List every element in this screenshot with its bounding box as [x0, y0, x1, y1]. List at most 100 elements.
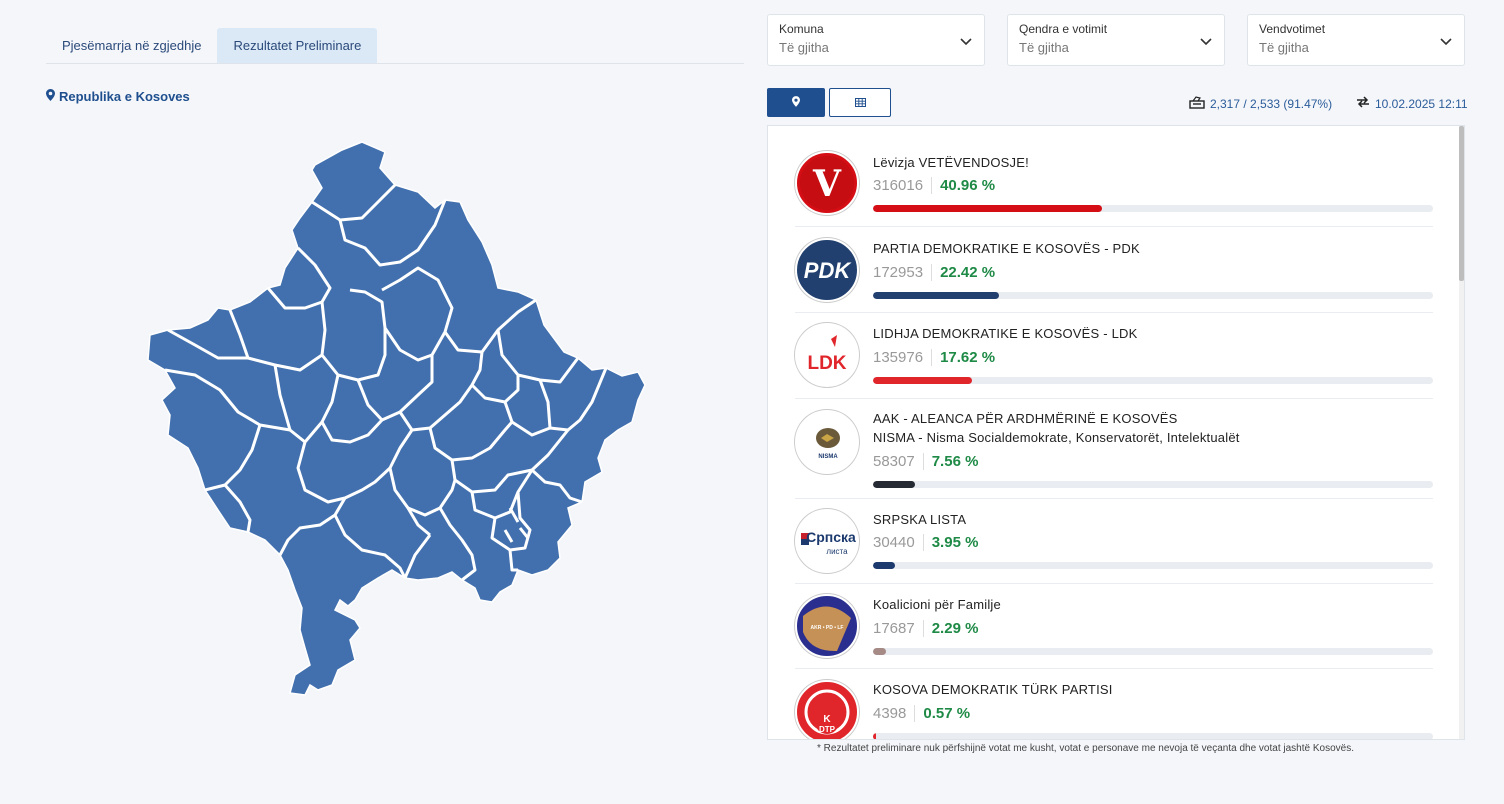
- polling-station-select-value: Të gjitha: [1259, 40, 1309, 55]
- table-view-button[interactable]: [829, 88, 891, 117]
- map-outline: [147, 141, 646, 696]
- svg-text:AKR • PD • LF: AKR • PD • LF: [811, 625, 844, 631]
- party-progress-fill: [873, 292, 999, 299]
- kosovo-territory[interactable]: [147, 141, 646, 696]
- party-votes: 135976: [873, 349, 933, 366]
- party-percent: 3.95 %: [931, 534, 979, 551]
- svg-text:PDK: PDK: [804, 258, 853, 283]
- party-row[interactable]: NISMA AAK - ALEANCA PËR ARDHMËRINË E KOS…: [795, 399, 1433, 499]
- party-logo-koalicioni-familje: AKR • PD • LF: [795, 594, 859, 658]
- polling-station-select-label: Vendvotimet: [1259, 22, 1326, 36]
- party-row[interactable]: K DTP KOSOVA DEMOKRATIK TÜRK PARTISI 4398…: [795, 669, 1433, 739]
- voting-center-select[interactable]: Qendra e votimit Të gjitha: [1007, 14, 1225, 66]
- party-row[interactable]: Српска листа SRPSKA LISTA 30440 3.95 %: [795, 499, 1433, 584]
- party-percent: 17.62 %: [940, 349, 996, 366]
- table-icon: [854, 94, 866, 112]
- party-result: 58307 7.56 %: [873, 453, 978, 470]
- party-name: LIDHJA DEMOKRATIKE E KOSOVËS - LDK: [873, 326, 1138, 341]
- party-progress-fill: [873, 481, 916, 488]
- party-progress-bar: [873, 292, 1433, 299]
- chevron-down-icon: [960, 33, 972, 51]
- tab-turnout[interactable]: Pjesëmarrja në zgjedhje: [62, 38, 202, 53]
- party-votes: 58307: [873, 453, 924, 470]
- results-panel[interactable]: V Lëvizja VETËVENDOSJE! 316016 40.96 % P…: [767, 125, 1465, 740]
- party-result: 316016 40.96 %: [873, 177, 995, 194]
- party-logo-srpska-lista: Српска листа: [795, 509, 859, 573]
- party-name: Lëvizja VETËVENDOSJE!: [873, 155, 1029, 170]
- last-update-stat: 10.02.2025 12:11: [1356, 96, 1468, 111]
- party-row[interactable]: PDK PARTIA DEMOKRATIKE E KOSOVËS - PDK 1…: [795, 227, 1433, 313]
- party-result: 135976 17.62 %: [873, 349, 995, 366]
- party-name: AAK - ALEANCA PËR ARDHMËRINË E KOSOVËS: [873, 411, 1178, 426]
- svg-text:V: V: [812, 163, 842, 205]
- party-row[interactable]: LDK LIDHJA DEMOKRATIKE E KOSOVËS - LDK 1…: [795, 313, 1433, 399]
- party-progress-bar: [873, 481, 1433, 488]
- party-progress-fill: [873, 377, 972, 384]
- party-progress-fill: [873, 648, 886, 655]
- svg-text:NISMA: NISMA: [818, 454, 838, 460]
- voting-center-select-value: Të gjitha: [1019, 40, 1069, 55]
- map-pin-icon: [792, 94, 800, 112]
- party-name: Koalicioni për Familje: [873, 597, 1001, 612]
- party-result: 4398 0.57 %: [873, 705, 970, 722]
- kosovo-municipality-map[interactable]: [100, 130, 680, 710]
- tab-preliminary-results[interactable]: Rezultatet Preliminare: [217, 28, 378, 63]
- party-percent: 7.56 %: [931, 453, 979, 470]
- chevron-down-icon: [1440, 33, 1452, 51]
- party-progress-bar: [873, 648, 1433, 655]
- last-update-time: 10.02.2025 12:11: [1375, 96, 1468, 111]
- party-votes: 172953: [873, 264, 933, 281]
- party-progress-bar: [873, 377, 1433, 384]
- svg-text:Српска: Српска: [806, 529, 856, 545]
- party-progress-fill: [873, 733, 877, 739]
- tab-bar: Pjesëmarrja në zgjedhje Rezultatet Preli…: [46, 28, 744, 64]
- svg-text:LDK: LDK: [807, 353, 846, 374]
- results-scrollbar[interactable]: [1459, 126, 1464, 739]
- svg-text:DTP: DTP: [819, 725, 836, 734]
- party-logo-pdk: PDK: [795, 238, 859, 302]
- party-logo-vetevendosje: V: [795, 151, 859, 215]
- party-progress-bar: [873, 562, 1433, 569]
- party-progress-bar: [873, 205, 1433, 212]
- ballot-box-icon: [1189, 96, 1205, 112]
- party-votes: 30440: [873, 534, 924, 551]
- party-percent: 40.96 %: [940, 177, 996, 194]
- party-result: 17687 2.29 %: [873, 620, 978, 637]
- party-votes: 17687: [873, 620, 924, 637]
- map-pin-icon: [46, 89, 55, 104]
- party-progress-bar: [873, 733, 1433, 739]
- party-votes: 4398: [873, 705, 916, 722]
- chevron-down-icon: [1200, 33, 1212, 51]
- polling-stations-count: 2,317 / 2,533 (91.47%): [1210, 97, 1333, 111]
- party-percent: 2.29 %: [931, 620, 979, 637]
- sync-arrows-icon: [1356, 96, 1370, 111]
- svg-text:K: K: [823, 714, 831, 725]
- polling-station-select[interactable]: Vendvotimet Të gjitha: [1247, 14, 1465, 66]
- map-view-button[interactable]: [767, 88, 825, 117]
- results-scrollbar-thumb[interactable]: [1459, 126, 1464, 281]
- footnote: * Rezultatet preliminare nuk përfshijnë …: [817, 743, 1354, 754]
- region-title-text: Republika e Kosoves: [59, 89, 190, 104]
- party-name: PARTIA DEMOKRATIKE E KOSOVËS - PDK: [873, 241, 1140, 256]
- party-name: KOSOVA DEMOKRATIK TÜRK PARTISI: [873, 682, 1113, 697]
- municipality-select-value: Të gjitha: [779, 40, 829, 55]
- party-votes: 316016: [873, 177, 933, 194]
- municipality-borders: [164, 183, 608, 582]
- party-progress-fill: [873, 205, 1103, 212]
- party-logo-kdtp: K DTP: [795, 680, 859, 739]
- party-name-secondary: NISMA - Nisma Socialdemokrate, Konservat…: [873, 430, 1240, 445]
- region-title: Republika e Kosoves: [46, 89, 190, 104]
- municipality-select-label: Komuna: [779, 22, 824, 36]
- party-percent: 22.42 %: [940, 264, 996, 281]
- svg-text:листа: листа: [826, 547, 848, 556]
- polling-stations-stat: 2,317 / 2,533 (91.47%): [1189, 96, 1332, 112]
- party-row[interactable]: AKR • PD • LF Koalicioni për Familje 176…: [795, 584, 1433, 669]
- municipality-select[interactable]: Komuna Të gjitha: [767, 14, 985, 66]
- party-name: SRPSKA LISTA: [873, 512, 967, 527]
- party-result: 30440 3.95 %: [873, 534, 978, 551]
- party-progress-fill: [873, 562, 896, 569]
- party-logo-ldk: LDK: [795, 323, 859, 387]
- party-row[interactable]: V Lëvizja VETËVENDOSJE! 316016 40.96 %: [795, 126, 1433, 227]
- party-result: 172953 22.42 %: [873, 264, 995, 281]
- voting-center-select-label: Qendra e votimit: [1019, 22, 1108, 36]
